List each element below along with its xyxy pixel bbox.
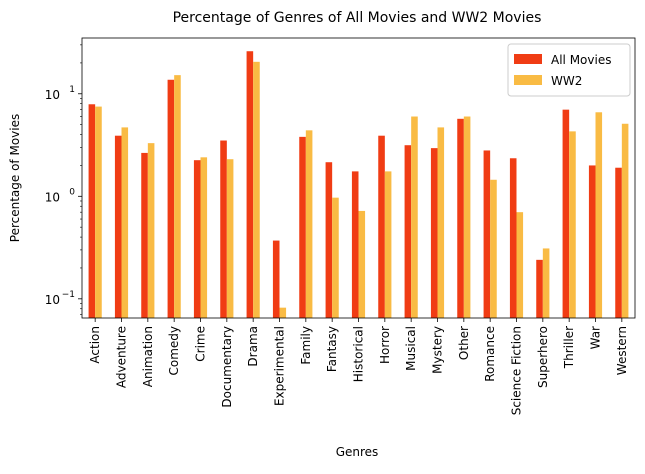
- x-axis: Action Adventure Animation Comedy Crime Docum…: [88, 318, 629, 415]
- y-tick-label: 10: [45, 88, 60, 102]
- bar-ww2-war: [595, 112, 603, 318]
- y-axis-label: Percentage of Movies: [8, 114, 22, 242]
- bar-ww2-historical: [358, 210, 366, 318]
- y-tick-exponent: 0: [69, 187, 75, 197]
- bar-ww2-family: [305, 130, 313, 318]
- x-tick-label: Other: [457, 326, 471, 360]
- bar-ww2-romance: [490, 179, 497, 318]
- x-tick-label: Western: [615, 326, 629, 375]
- bar-all-movies-action: [88, 104, 96, 319]
- bar-all-movies-superhero: [536, 259, 543, 318]
- x-tick-label: Family: [299, 326, 313, 365]
- bar-all-movies-experimental: [272, 240, 280, 318]
- bar-all-movies-historical: [351, 171, 359, 318]
- y-tick-exponent: −1: [62, 290, 75, 300]
- x-tick-label: Fantasy: [325, 326, 339, 372]
- bar-all-movies-crime: [193, 160, 201, 318]
- bar-all-movies-musical: [404, 145, 412, 318]
- x-tick-label: Musical: [404, 326, 418, 371]
- bar-ww2-action: [95, 106, 102, 318]
- bar-all-movies-war: [588, 165, 596, 318]
- x-tick-label: Horror: [378, 326, 392, 364]
- y-tick-label: 10: [45, 293, 60, 307]
- bar-ww2-documentary: [226, 159, 234, 318]
- chart-title: Percentage of Genres of All Movies and W…: [173, 10, 542, 26]
- bar-ww2-horror: [384, 171, 392, 318]
- legend: All Movies WW2: [507, 43, 631, 97]
- legend-label: WW2: [551, 74, 582, 88]
- x-tick-label: Superhero: [536, 326, 550, 388]
- bar-ww2-comedy: [174, 75, 181, 318]
- bar-ww2-musical: [411, 116, 418, 319]
- bar-all-movies-family: [299, 136, 306, 318]
- bar-all-movies-horror: [378, 135, 385, 318]
- bar-ww2-thriller: [569, 131, 576, 318]
- x-tick-label: Mystery: [431, 326, 445, 374]
- bar-all-movies-animation: [141, 152, 148, 318]
- x-tick-label: Science Fiction: [510, 326, 524, 415]
- bar-ww2-other: [463, 116, 471, 319]
- x-tick-label: Animation: [141, 326, 155, 387]
- bar-ww2-adventure: [121, 127, 129, 319]
- x-tick-label: Adventure: [115, 326, 129, 388]
- bar-all-movies-documentary: [220, 140, 227, 318]
- bar-all-movies-adventure: [114, 135, 122, 318]
- legend-swatch: [514, 75, 542, 85]
- y-tick-label: 10: [45, 190, 60, 204]
- x-tick-label: Historical: [352, 326, 366, 382]
- y-tick-exponent: 1: [69, 85, 75, 95]
- bars-layer: [88, 51, 629, 319]
- bar-all-movies-western: [615, 167, 622, 318]
- bar-all-movies-other: [457, 118, 464, 318]
- legend-label: All Movies: [551, 53, 611, 67]
- bar-ww2-fantasy: [332, 197, 339, 318]
- x-tick-label: Action: [88, 326, 102, 364]
- x-tick-label: Drama: [246, 326, 260, 367]
- x-tick-label: Documentary: [220, 326, 234, 408]
- x-axis-label: Genres: [336, 445, 379, 459]
- bar-ww2-superhero: [542, 248, 550, 318]
- legend-box: [507, 43, 631, 97]
- x-tick-label: Crime: [194, 326, 208, 362]
- bar-all-movies-romance: [483, 150, 491, 318]
- bar-ww2-drama: [253, 61, 260, 318]
- bar-all-movies-comedy: [167, 79, 175, 318]
- bar-all-movies-fantasy: [325, 162, 333, 318]
- x-tick-label: Thriller: [562, 326, 576, 369]
- legend-swatch: [514, 54, 542, 64]
- bar-ww2-animation: [147, 143, 155, 318]
- bar-all-movies-drama: [246, 51, 254, 318]
- bar-ww2-science-fiction: [516, 212, 524, 318]
- x-tick-label: Experimental: [273, 326, 287, 406]
- bar-all-movies-science-fiction: [509, 158, 517, 318]
- bar-ww2-mystery: [437, 127, 445, 319]
- bar-ww2-crime: [200, 157, 208, 318]
- x-tick-label: War: [589, 326, 603, 349]
- x-tick-label: Comedy: [167, 326, 181, 376]
- bar-all-movies-mystery: [430, 148, 438, 318]
- x-tick-label: Romance: [483, 326, 497, 382]
- bar-all-movies-thriller: [562, 109, 570, 318]
- bar-ww2-experimental: [279, 307, 287, 318]
- bar-ww2-western: [621, 123, 629, 318]
